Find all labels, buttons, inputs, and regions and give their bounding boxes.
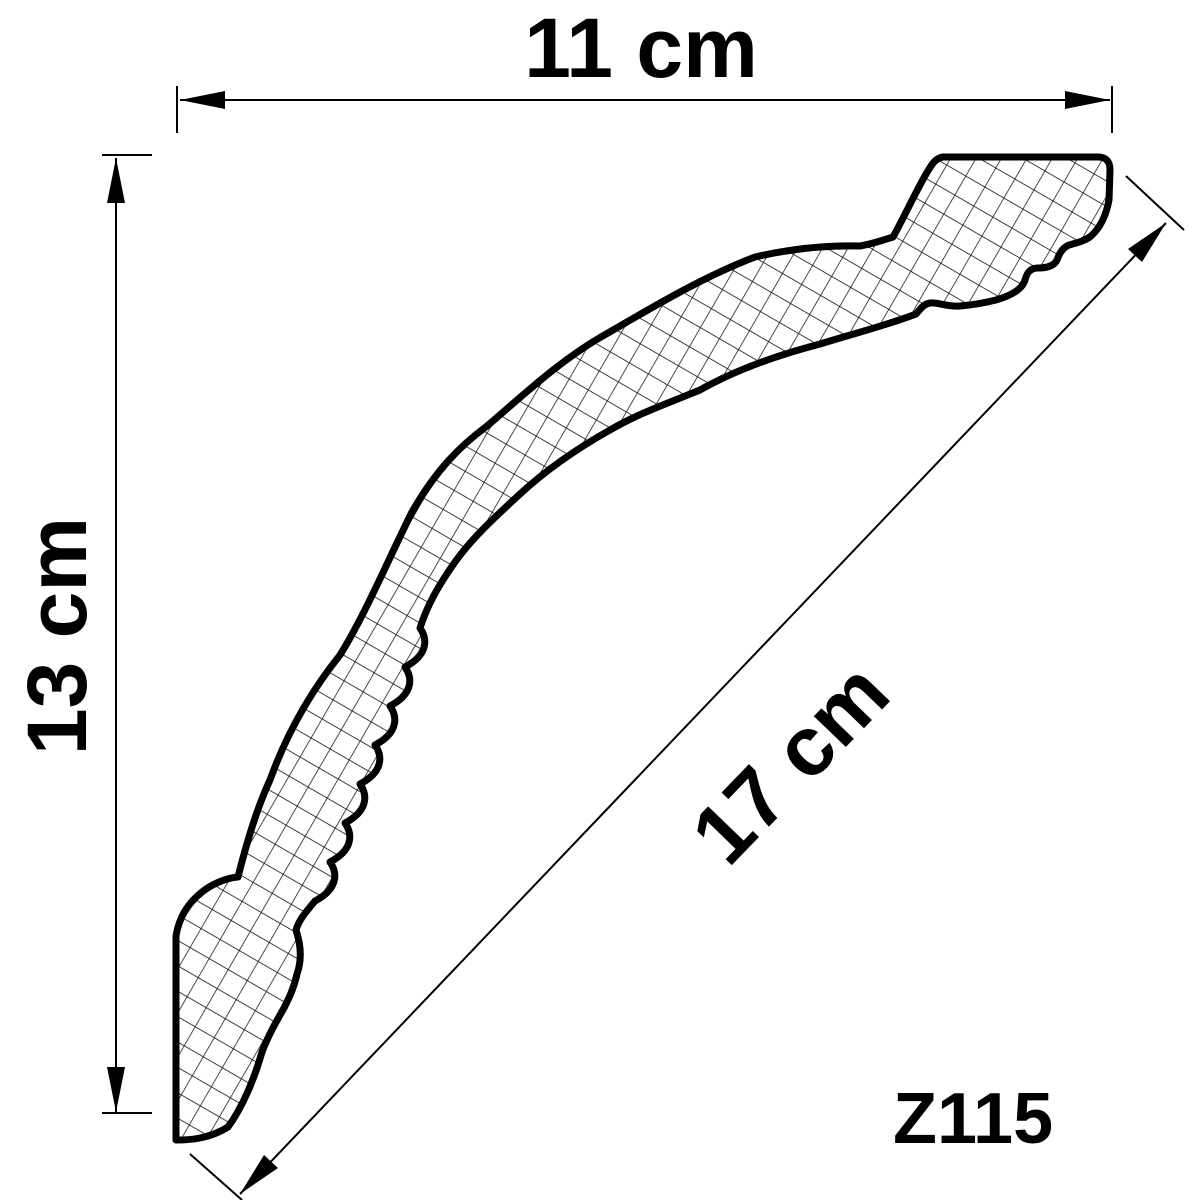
diagonal-extension-tick-bottom — [189, 1153, 243, 1200]
width-arrow-right — [1065, 91, 1110, 109]
height-arrow-top — [107, 158, 125, 203]
molding-cross-section — [172, 153, 1114, 1144]
diagonal-dimension-line — [239, 222, 1167, 1195]
product-code-label: Z115 — [893, 1079, 1053, 1159]
height-arrow-bottom — [107, 1067, 125, 1112]
width-dimension: 11 cm — [176, 1, 1113, 133]
width-arrow-left — [180, 91, 225, 109]
diagonal-dimension-label: 17 cm — [673, 645, 906, 882]
width-dimension-label: 11 cm — [524, 1, 758, 95]
height-dimension: 13 cm — [10, 154, 152, 1114]
diagonal-arrow-top — [1128, 223, 1166, 262]
diagonal-arrow-bottom — [240, 1155, 278, 1194]
height-dimension-label: 13 cm — [10, 517, 104, 755]
diagonal-extension-tick-top — [1125, 175, 1185, 231]
